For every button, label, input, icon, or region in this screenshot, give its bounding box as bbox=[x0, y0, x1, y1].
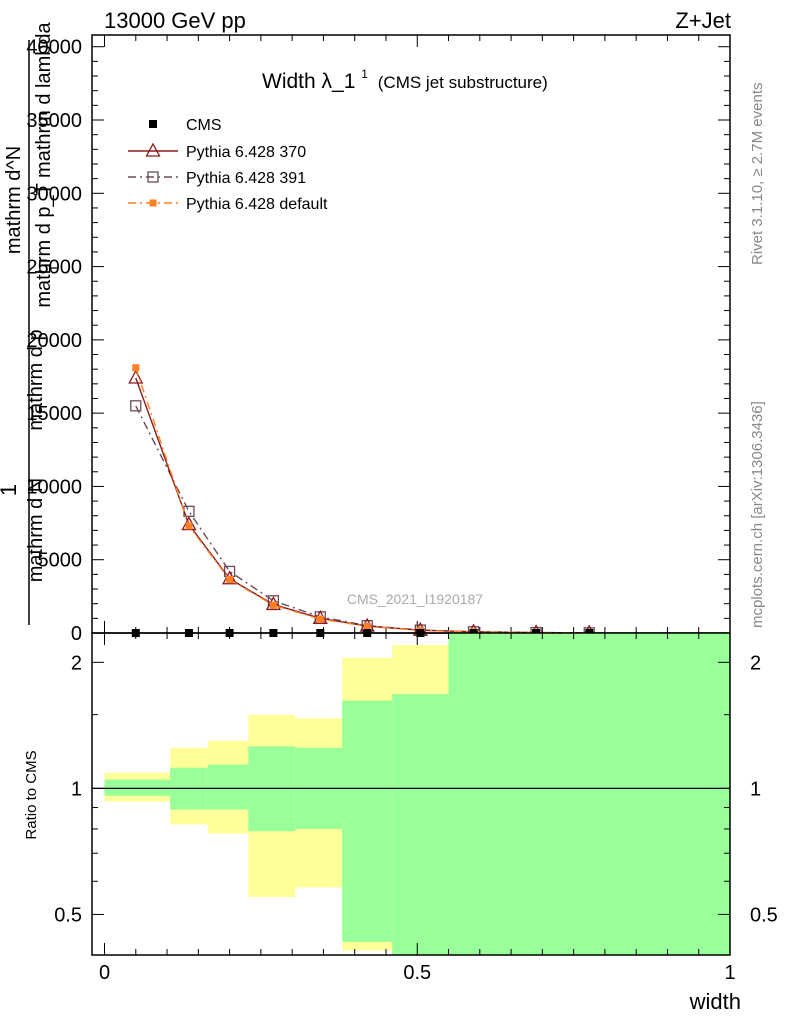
legend-marker-1 bbox=[145, 142, 161, 157]
chart-title-note: (CMS jet substructure) bbox=[378, 73, 548, 92]
mcplots-label: mcplots.cern.ch [arXiv:1306.3436] bbox=[749, 401, 766, 628]
main-ytick-label-4: 20000 bbox=[26, 330, 82, 352]
legend-marker-0 bbox=[149, 120, 157, 128]
x-tick-label-1: 0.5 bbox=[403, 962, 431, 984]
header-right: Z+Jet bbox=[675, 8, 731, 33]
main-ytick-label-7: 35000 bbox=[26, 110, 82, 132]
main-ytick-label-6: 30000 bbox=[26, 183, 82, 205]
ratio-inner-band-6 bbox=[392, 694, 449, 955]
watermark: CMS_2021_I1920187 bbox=[347, 591, 483, 607]
main-ytick-label-5: 25000 bbox=[26, 257, 82, 279]
ratio-ytick-label-left-0: 0.5 bbox=[54, 904, 82, 926]
main-ytick-label-0: 0 bbox=[71, 623, 82, 645]
ratio-ytick-label-right-1: 1 bbox=[750, 778, 761, 800]
chart-title-sup: 1 bbox=[361, 67, 368, 81]
legend-marker-3 bbox=[149, 199, 157, 207]
legend-label-3: Pythia 6.428 default bbox=[186, 196, 328, 213]
chart-title: Width λ_1 1 (CMS jet substructure) bbox=[262, 60, 548, 93]
main-ylabel-sub: T bbox=[46, 264, 61, 272]
series-3-point-0 bbox=[132, 364, 140, 372]
main-ytick-label-8: 40000 bbox=[26, 37, 82, 59]
series-3-point-2 bbox=[226, 576, 234, 584]
legend-label-2: Pythia 6.428 391 bbox=[186, 170, 306, 187]
main-ylabel-line3: mathrm d N bbox=[25, 478, 47, 582]
ratio-ytick-label-left-2: 2 bbox=[71, 652, 82, 674]
main-ylabel-line2: mathrm d p_T mathrm d lambda bbox=[33, 21, 55, 307]
x-axis-label: width bbox=[689, 989, 741, 1014]
main-ytick-label-1: 5000 bbox=[38, 550, 83, 572]
series-1-point-0 bbox=[128, 369, 144, 384]
chart-title-main: Width λ_1 bbox=[262, 70, 355, 93]
x-tick-label-2: 1 bbox=[724, 962, 735, 984]
ratio-ytick-label-left-1: 1 bbox=[71, 778, 82, 800]
main-ylabel: 1 mathrm d^N mathrm d p_T mathrm d lambd… bbox=[0, 21, 61, 625]
ratio-ytick-label-right-0: 0.5 bbox=[750, 904, 778, 926]
series-3-point-5 bbox=[363, 622, 371, 630]
legend-marker-2 bbox=[147, 171, 159, 183]
main-ylabel-one: 1 bbox=[0, 484, 21, 496]
main-plot: 0 5000 10000 15000 20000 25000 30000 35000 40000… bbox=[26, 34, 731, 645]
series-2-point-0 bbox=[130, 400, 142, 412]
ratio-ytick-label-right-2: 2 bbox=[750, 652, 761, 674]
series-3-point-1 bbox=[185, 522, 193, 530]
ratio-frame bbox=[91, 632, 731, 956]
main-ylabel-line1: mathrm d^N bbox=[3, 146, 25, 254]
main-ytick-label-3: 15000 bbox=[26, 403, 82, 425]
legend-label-1: Pythia 6.428 370 bbox=[186, 144, 306, 161]
main-ytick-label-2: 10000 bbox=[26, 476, 82, 498]
ratio-plot: 0.5 0.5 1 1 2 2 0 0.5 1 bbox=[54, 632, 778, 984]
main-ylabel-line4: mathrm d p bbox=[25, 329, 47, 430]
ratio-inner-band-2 bbox=[207, 764, 249, 810]
ratio-inner-band-7 bbox=[448, 633, 730, 955]
legend: CMS Pythia 6.428 370 Pythia 6.428 391 Pythi… bbox=[128, 117, 328, 213]
header-left: 13000 GeV pp bbox=[104, 8, 246, 33]
rivet-label: Rivet 3.1.10, ≥ 2.7M events bbox=[749, 83, 766, 266]
x-tick-label-0: 0 bbox=[99, 962, 110, 984]
series-line-3 bbox=[135, 367, 590, 634]
series-3-point-3 bbox=[269, 601, 277, 609]
ratio-ylabel: Ratio to CMS bbox=[23, 750, 40, 839]
series-3-point-4 bbox=[316, 615, 324, 623]
ratio-inner-band-5 bbox=[342, 700, 393, 942]
legend-label-0: CMS bbox=[186, 117, 222, 134]
ratio-inner-band-0 bbox=[104, 779, 171, 796]
